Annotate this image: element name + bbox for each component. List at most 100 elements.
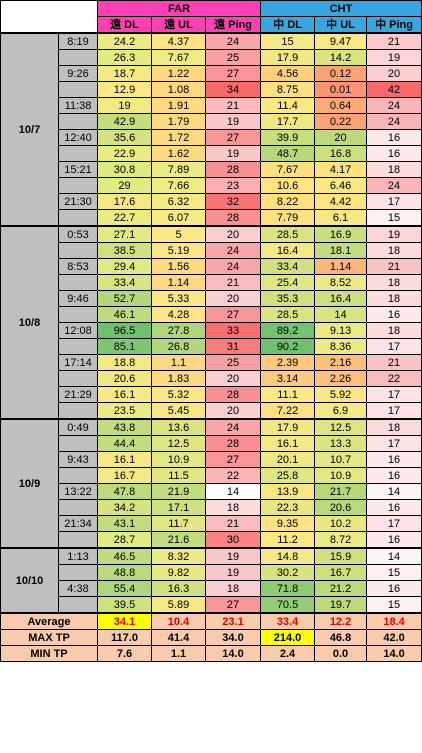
far-dl-cell: 52.7 xyxy=(97,290,152,307)
cht-ping-cell: 16 xyxy=(366,145,422,162)
time-cell: 8:19 xyxy=(58,32,98,50)
far-ul-cell: 1.79 xyxy=(151,113,206,130)
far-ping-cell: 25 xyxy=(204,354,262,371)
far-dl-cell: 17.6 xyxy=(97,193,152,210)
time-cell xyxy=(58,435,98,452)
far-ping-cell: 21 xyxy=(204,97,262,114)
far-dl-cell: 55.4 xyxy=(97,580,152,597)
far-ul-cell: 1.08 xyxy=(151,81,206,98)
time-cell: 11:38 xyxy=(58,97,98,114)
far-dl-cell: 12.9 xyxy=(97,81,152,98)
cht-dl-cell: 13.9 xyxy=(260,483,316,500)
cht-ul-cell: 10.7 xyxy=(314,451,368,468)
header-row-metrics: 遠 DL 遠 UL 遠 Ping 中 DL 中 UL 中 Ping xyxy=(1,16,422,34)
far-dl-cell: 34.2 xyxy=(97,499,152,516)
far-ping-cell: 27 xyxy=(204,65,262,82)
summary-row-max: MAX TP 117.0 41.4 34.0 214.0 46.8 42.0 xyxy=(0,629,422,646)
cht-dl-cell: 22.3 xyxy=(260,499,316,516)
far-ul-cell: 16.3 xyxy=(151,580,206,597)
far-dl-cell: 29 xyxy=(97,177,152,194)
far-ping-cell: 23 xyxy=(204,177,262,194)
cht-ul-cell: 14.2 xyxy=(314,49,368,66)
cht-ping-cell: 18 xyxy=(366,322,422,339)
far-ul-cell: 9.82 xyxy=(151,564,206,581)
table-row: 21:34 43.1 11.7 21 9.35 10.2 17 xyxy=(1,515,422,532)
far-ul-cell: 1.91 xyxy=(151,97,206,114)
cht-ul-cell: 6.1 xyxy=(314,209,368,227)
cht-ping-cell: 16 xyxy=(366,467,422,484)
cht-ping-avg-cell: 18.4 xyxy=(366,612,422,630)
far-dl-cell: 35.6 xyxy=(97,129,152,146)
far-ping-cell: 19 xyxy=(204,564,262,581)
summary-label: Average xyxy=(0,612,98,630)
table-row: 10/7 8:19 24.2 4.37 24 15 9.47 21 xyxy=(0,32,422,227)
far-ul-cell: 11.7 xyxy=(151,515,206,532)
cht-ul-cell: 0.01 xyxy=(314,81,368,98)
far-ping-cell: 18 xyxy=(204,580,262,597)
cht-dl-cell: 17.7 xyxy=(260,113,316,130)
cht-ul-header: 中 UL xyxy=(314,16,368,34)
time-cell: 9:26 xyxy=(58,65,98,82)
cht-ul-cell: 16.8 xyxy=(314,145,368,162)
cht-ping-cell: 17 xyxy=(366,435,422,452)
cht-ul-cell: 4.42 xyxy=(314,193,368,210)
table-row: 21:29 16.1 5.32 28 11.1 5.92 17 xyxy=(1,386,422,403)
cht-ping-cell: 16 xyxy=(366,451,422,468)
table-row: 23.5 5.45 20 7.22 6.9 17 xyxy=(1,402,422,420)
summary-label: MAX TP xyxy=(0,629,98,646)
cht-ping-cell: 15 xyxy=(366,564,422,581)
table-row: 33.4 1.14 21 25.4 8.52 18 xyxy=(1,274,422,291)
table-row: 10/8 0:53 27.1 5 20 28.5 16.9 19 xyxy=(0,225,422,420)
time-cell: 0:49 xyxy=(58,418,98,436)
far-ul-cell: 5 xyxy=(151,225,206,243)
far-ping-cell: 28 xyxy=(204,435,262,452)
time-cell: 15:21 xyxy=(58,161,98,178)
table-row: 34.2 17.1 18 22.3 20.6 16 xyxy=(1,499,422,516)
far-ping-cell: 14 xyxy=(204,483,262,500)
far-ping-cell: 28 xyxy=(204,161,262,178)
far-dl-cell: 29.4 xyxy=(97,258,152,275)
cht-ul-cell: 20.6 xyxy=(314,499,368,516)
cht-dl-cell: 28.5 xyxy=(260,225,316,243)
far-dl-cell: 19 xyxy=(97,97,152,114)
time-cell xyxy=(58,402,98,420)
far-ping-cell: 27 xyxy=(204,596,262,614)
far-dl-cell: 16.7 xyxy=(97,467,152,484)
far-ping-cell: 19 xyxy=(204,113,262,130)
table-row: 15:21 30.8 7.89 28 7.67 4.17 18 xyxy=(1,161,422,178)
far-ping-header: 遠 Ping xyxy=(204,16,262,34)
cht-ping-cell: 18 xyxy=(366,242,422,259)
far-ping-cell: 27 xyxy=(204,306,262,323)
cht-ul-cell: 5.92 xyxy=(314,386,368,403)
far-ul-cell: 17.1 xyxy=(151,499,206,516)
cht-ul-cell: 6.9 xyxy=(314,402,368,420)
far-ping-min-cell: 14.0 xyxy=(204,645,262,662)
far-ul-cell: 4.37 xyxy=(151,32,206,50)
far-ul-cell: 5.45 xyxy=(151,402,206,420)
cht-ping-cell: 24 xyxy=(366,177,422,194)
cht-ul-cell: 0.22 xyxy=(314,113,368,130)
table-row: 26.3 7.67 25 17.9 14.2 19 xyxy=(1,49,422,66)
cht-ping-cell: 15 xyxy=(366,209,422,227)
cht-ping-cell: 21 xyxy=(366,32,422,50)
far-ul-avg-cell: 10.4 xyxy=(151,612,206,630)
cht-ping-cell: 24 xyxy=(366,97,422,114)
time-cell xyxy=(58,209,98,227)
far-dl-cell: 42.9 xyxy=(97,113,152,130)
time-cell: 8:53 xyxy=(58,258,98,275)
cht-ping-min-cell: 14.0 xyxy=(366,645,422,662)
far-ul-cell: 1.56 xyxy=(151,258,206,275)
cht-ul-cell: 8.52 xyxy=(314,274,368,291)
cht-ul-cell: 19.7 xyxy=(314,596,368,614)
time-cell: 1:13 xyxy=(58,547,98,565)
cht-ping-cell: 18 xyxy=(366,418,422,436)
far-ping-cell: 24 xyxy=(204,242,262,259)
time-cell xyxy=(58,81,98,98)
cht-ul-min-cell: 0.0 xyxy=(314,645,368,662)
time-cell: 21:30 xyxy=(58,193,98,210)
far-dl-cell: 43.8 xyxy=(97,418,152,436)
summary-row-min: MIN TP 7.6 1.1 14.0 2.4 0.0 14.0 xyxy=(0,645,422,662)
far-ul-cell: 26.8 xyxy=(151,338,206,355)
cht-dl-cell: 9.35 xyxy=(260,515,316,532)
time-cell xyxy=(58,177,98,194)
